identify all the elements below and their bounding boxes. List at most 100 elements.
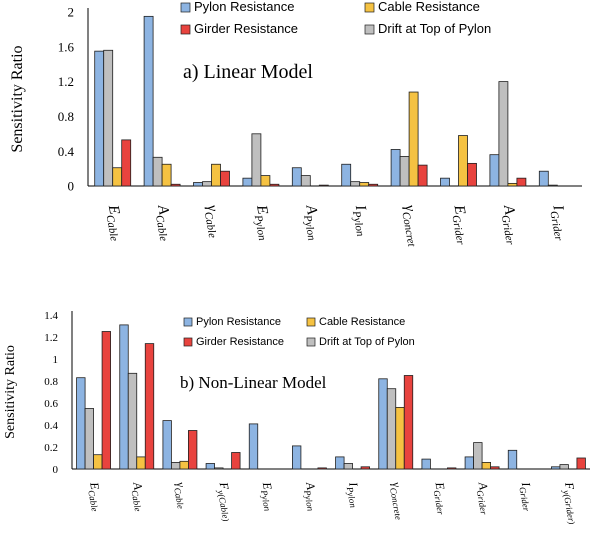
bar-pylon-resistance <box>335 456 345 470</box>
bar-drift-at-top-of-pylon <box>399 156 410 187</box>
bar-drift-at-top-of-pylon <box>214 467 224 470</box>
x-category-label: APylon <box>299 203 324 242</box>
category-symbol: A <box>130 480 145 491</box>
bar-girder-resistance <box>368 183 379 187</box>
legend-label-pylon-resistance: Pylon Resistance <box>194 0 294 14</box>
category-subscript: Cable <box>202 211 218 239</box>
bar-drift-at-top-of-pylon <box>498 81 509 187</box>
bar-girder-resistance <box>360 466 370 470</box>
category-subscript: Pylon <box>252 213 269 242</box>
y-tick-label: 1.4 <box>44 310 58 322</box>
category-symbol: F <box>217 480 232 491</box>
category-symbol: E <box>253 203 271 216</box>
bar-cable-resistance <box>507 182 518 187</box>
category-symbol: A <box>303 480 318 491</box>
category-subscript: Pylon <box>350 209 367 238</box>
x-category-label: Fy(Grider) <box>560 480 583 525</box>
y-tick-label: 1 <box>53 354 59 366</box>
category-subscript: Concret <box>399 211 417 249</box>
x-category-label: EPylon <box>250 203 275 242</box>
bar-girder-resistance <box>101 331 111 470</box>
x-category-label: ECable <box>102 203 127 242</box>
bar-cable-resistance <box>260 175 271 187</box>
y-tick-label: 0 <box>68 179 75 194</box>
bar-pylon-resistance <box>119 324 129 470</box>
x-category-label: IPylon <box>344 480 365 509</box>
bar-girder-resistance <box>220 170 230 187</box>
category-subscript: Grider <box>432 489 446 515</box>
category-subscript: Grider <box>547 210 564 242</box>
category-subscript: y(Cable) <box>216 488 231 522</box>
bar-pylon-resistance <box>76 377 86 470</box>
bar-drift-at-top-of-pylon <box>84 408 94 470</box>
bar-girder-resistance <box>467 162 477 187</box>
y-tick-label: 1.2 <box>44 332 58 344</box>
bar-pylon-resistance <box>94 50 105 187</box>
bar-drift-at-top-of-pylon <box>127 372 138 470</box>
bar-cable-resistance <box>395 406 405 470</box>
chart-title: b) Non-Linear Model <box>180 373 327 392</box>
bar-cable-resistance <box>93 454 103 470</box>
bar-cable-resistance <box>136 456 146 470</box>
bar-drift-at-top-of-pylon <box>350 181 361 187</box>
legend-label-girder-resistance: Girder Resistance <box>196 336 284 348</box>
category-subscript: Cable <box>153 214 169 242</box>
category-symbol: E <box>450 203 468 216</box>
x-category-label: ACable <box>128 480 149 512</box>
x-category-label: APylon <box>301 480 322 512</box>
category-subscript: Grider <box>499 214 516 246</box>
x-category-label: γConcret <box>398 204 424 249</box>
bar-drift-at-top-of-pylon <box>343 463 353 470</box>
x-category-label: IPylon <box>349 203 373 238</box>
bar-pylon-resistance <box>378 378 388 470</box>
category-subscript: y(Grider) <box>561 488 577 525</box>
legend-label-drift-at-top-of-pylon: Drift at Top of Pylon <box>319 336 415 348</box>
bar-girder-resistance <box>516 177 527 187</box>
y-axis-label: Sensitivity Ratio <box>3 345 18 439</box>
bar-cable-resistance <box>481 461 491 470</box>
x-category-label: EGrider <box>430 480 452 516</box>
bar-drift-at-top-of-pylon <box>559 464 569 470</box>
bar-drift-at-top-of-pylon <box>103 49 114 187</box>
bar-cable-resistance <box>179 460 189 470</box>
legend-label-pylon-resistance: Pylon Resistance <box>196 316 281 328</box>
bar-pylon-resistance <box>464 456 474 470</box>
bar-drift-at-top-of-pylon <box>300 175 311 187</box>
category-symbol: E <box>105 203 123 216</box>
category-symbol: A <box>476 480 491 491</box>
category-symbol: I <box>549 203 566 213</box>
bar-girder-resistance <box>318 184 329 187</box>
category-symbol: F <box>562 480 577 491</box>
bar-girder-resistance <box>576 457 586 470</box>
bar-cable-resistance <box>458 135 468 187</box>
y-tick-label: 0.8 <box>58 109 74 124</box>
y-tick-label: 0.2 <box>44 442 58 454</box>
bar-cable-resistance <box>408 91 419 187</box>
bar-pylon-resistance <box>291 167 302 187</box>
y-axis-label: Sensitivity Ratio <box>9 45 26 152</box>
legend-swatch-pylon-resistance <box>180 2 191 13</box>
category-symbol: E <box>432 480 447 491</box>
bar-pylon-resistance <box>341 163 352 187</box>
bar-drift-at-top-of-pylon <box>171 461 181 470</box>
category-subscript: Pylon <box>302 488 316 512</box>
category-symbol: I <box>352 203 369 213</box>
y-tick-label: 0 <box>53 464 59 476</box>
bar-girder-resistance <box>317 467 327 470</box>
category-subscript: Cable <box>86 489 100 512</box>
chart-title: a) Linear Model <box>183 61 313 83</box>
bar-girder-resistance <box>417 164 428 187</box>
chart-non-linear-model: 0 0.2 0.4 0.6 0.8 1 1.2 1.4 Sensitivity Ratio b) … <box>3 310 590 525</box>
category-symbol: γ <box>401 204 418 214</box>
x-category-label: ACable <box>151 203 176 242</box>
bar-pylon-resistance <box>390 149 401 187</box>
legend-swatch-cable-resistance <box>306 317 316 327</box>
bar-girder-resistance <box>403 375 414 470</box>
legend-swatch-girder-resistance <box>180 24 191 35</box>
bar-pylon-resistance <box>551 466 561 470</box>
x-category-label: γConcrete <box>387 481 409 521</box>
bar-cable-resistance <box>112 167 123 187</box>
category-subscript: Grider <box>517 486 531 512</box>
category-symbol: γ <box>204 204 221 214</box>
